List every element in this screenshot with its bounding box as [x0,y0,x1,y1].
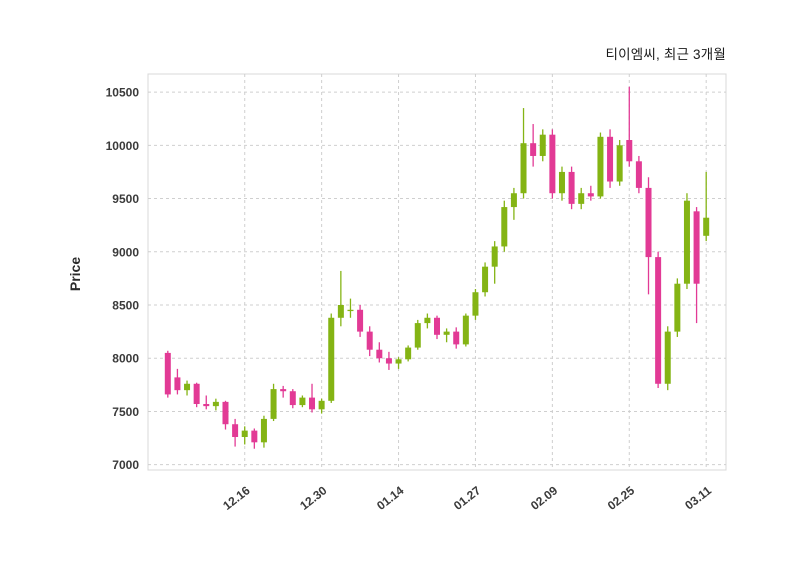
candle-body-down [203,404,210,407]
candle-body-up [328,317,335,401]
candle-body-down [453,331,460,345]
candle-body-up [260,418,267,443]
candle-body-up [674,283,681,332]
candle-body-up [270,389,277,419]
candle-body-up [683,200,690,284]
candle-body-down [530,143,537,156]
y-tick-label: 7000 [112,458,139,472]
candle-body-down [174,377,181,391]
candle-body-down [549,134,556,194]
candle-body-up [482,266,489,293]
candle-body-down [626,140,633,162]
candle-body-up [318,400,325,410]
y-tick-label: 9500 [112,192,139,206]
candle-body-up [424,317,431,324]
y-axis-label: Price [67,257,83,291]
y-tick-label: 10000 [106,139,140,153]
candle-body-down [655,257,662,384]
candle-body-down [568,171,575,204]
candle-body-up [395,359,402,364]
x-tick-label: 01.14 [374,483,407,513]
y-tick-label: 10500 [106,86,140,100]
x-tick-label: 03.11 [682,483,714,512]
candle-body-up [616,145,623,182]
candle-body-up [539,134,546,156]
x-tick-label: 12.30 [297,483,330,513]
candle-body-up [184,383,191,391]
candle-body-down [193,383,200,404]
candle-body-up [703,217,710,236]
candle-body-up [501,207,508,247]
chart-title: 티이엠씨, 최근 3개월 [605,47,726,62]
y-tick-label: 7500 [112,405,139,419]
candle-body-down [280,389,287,392]
candle-body-down [587,193,594,197]
candle-body-down [693,211,700,284]
x-tick-label: 02.25 [605,483,638,513]
candle-body-down [232,424,239,437]
candle-body-up [299,397,306,406]
candle-body-up [472,292,479,316]
x-tick-label: 01.27 [451,483,484,513]
candle-body-down [607,136,614,182]
candle-body-down [366,331,373,350]
candle-body-up [578,193,585,204]
candle-body-up [337,305,344,318]
candle-body-down [645,187,652,258]
candle-body-up [414,323,421,348]
candle-body-up [347,309,354,312]
candle-body-up [558,171,565,194]
candle-body-up [664,331,671,384]
candle-body-up [405,347,412,360]
candle-body-down [164,352,171,395]
candle-body-up [462,315,469,345]
candle-body-down [635,161,642,188]
candle-body-down [309,397,316,410]
candle-body-up [520,143,527,194]
candle-body-up [491,246,498,267]
candle-body-up [597,136,604,197]
candle-body-down [376,349,383,359]
candle-body-up [212,401,219,407]
candle-body-up [241,430,248,437]
candle-body-down [251,430,258,443]
y-tick-label: 8500 [112,299,139,313]
x-tick-label: 12.16 [220,483,253,513]
candle-body-down [289,391,296,406]
y-tick-label: 8000 [112,352,139,366]
y-tick-label: 9000 [112,245,139,259]
candle-body-up [510,193,517,208]
candle-body-down [357,309,364,332]
candle-body-down [434,317,440,335]
candle-body-up [443,331,450,335]
candle-body-down [385,358,392,364]
candle-body-down [222,401,229,425]
x-tick-label: 02.09 [528,483,561,513]
plot-area [147,73,727,471]
